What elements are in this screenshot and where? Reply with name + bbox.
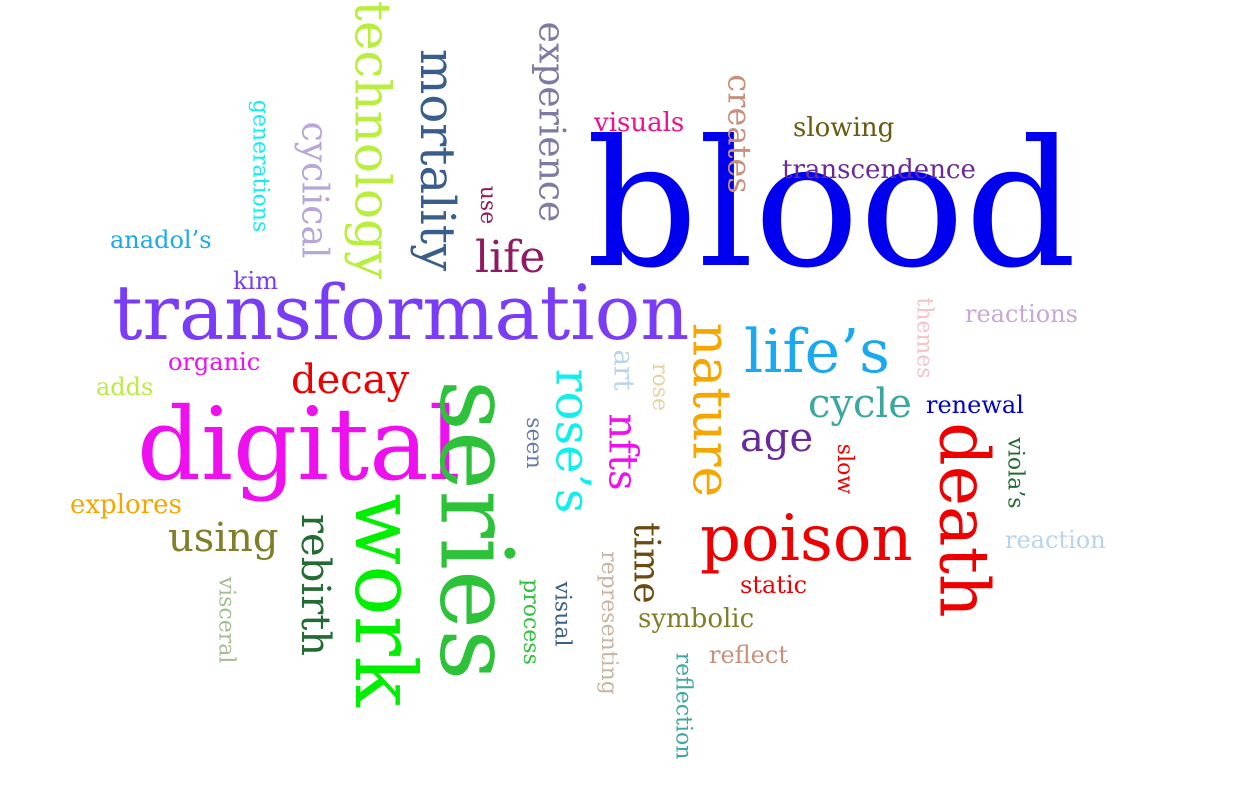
word-life: life bbox=[475, 232, 546, 283]
word-cycle: cycle bbox=[808, 381, 912, 427]
word-reactions: reactions bbox=[965, 300, 1078, 328]
word-nfts: nfts bbox=[599, 413, 646, 491]
word-reaction: reaction bbox=[1005, 526, 1106, 554]
word-decay: decay bbox=[291, 357, 410, 403]
word-transformation: transformation bbox=[112, 268, 690, 357]
word-visuals: visuals bbox=[594, 108, 685, 138]
word-reflect: reflect bbox=[709, 641, 788, 669]
word-blood: blood bbox=[586, 104, 1077, 307]
word-static: static bbox=[740, 571, 808, 599]
word-kim: kim bbox=[233, 267, 278, 295]
word-roses: rose’s bbox=[544, 368, 600, 514]
word-slowing: slowing bbox=[793, 113, 895, 143]
word-poison: poison bbox=[700, 502, 913, 576]
word-technology: technology bbox=[342, 0, 401, 280]
word-age: age bbox=[740, 415, 814, 461]
word-series: series bbox=[417, 379, 534, 681]
word-digital: digital bbox=[137, 386, 461, 503]
word-themes: themes bbox=[911, 297, 937, 379]
word-seen: seen bbox=[521, 417, 546, 469]
word-visceral: visceral bbox=[212, 576, 238, 664]
word-symbolic: symbolic bbox=[638, 604, 755, 634]
word-rose: rose bbox=[646, 362, 672, 412]
word-art: art bbox=[608, 349, 641, 391]
word-creates: creates bbox=[720, 74, 759, 194]
word-lifes: life’s bbox=[744, 317, 890, 387]
word-slow: slow bbox=[832, 443, 857, 495]
word-cyclical: cyclical bbox=[292, 121, 334, 259]
word-violas: viola’s bbox=[1003, 437, 1028, 509]
word-generations: generations bbox=[246, 99, 272, 233]
word-visual: visual bbox=[549, 581, 575, 647]
word-process: process bbox=[517, 579, 543, 665]
word-anadols: anadol’s bbox=[110, 226, 212, 254]
word-work: work bbox=[336, 493, 434, 707]
word-renewal: renewal bbox=[926, 391, 1024, 419]
word-use: use bbox=[474, 185, 500, 225]
word-representing: representing bbox=[595, 551, 621, 695]
word-explores: explores bbox=[70, 490, 182, 520]
word-reflection: reflection bbox=[670, 652, 695, 760]
word-adds: adds bbox=[96, 373, 154, 401]
word-experience: experience bbox=[529, 21, 571, 223]
word-using: using bbox=[168, 515, 279, 561]
word-death: death bbox=[924, 422, 1003, 618]
word-rebirth: rebirth bbox=[292, 513, 338, 657]
word-transcendence: transcendence bbox=[782, 155, 976, 185]
word-mortality: mortality bbox=[409, 48, 465, 272]
word-time: time bbox=[625, 522, 667, 604]
word-nature: nature bbox=[679, 322, 740, 498]
word-organic: organic bbox=[168, 348, 261, 376]
